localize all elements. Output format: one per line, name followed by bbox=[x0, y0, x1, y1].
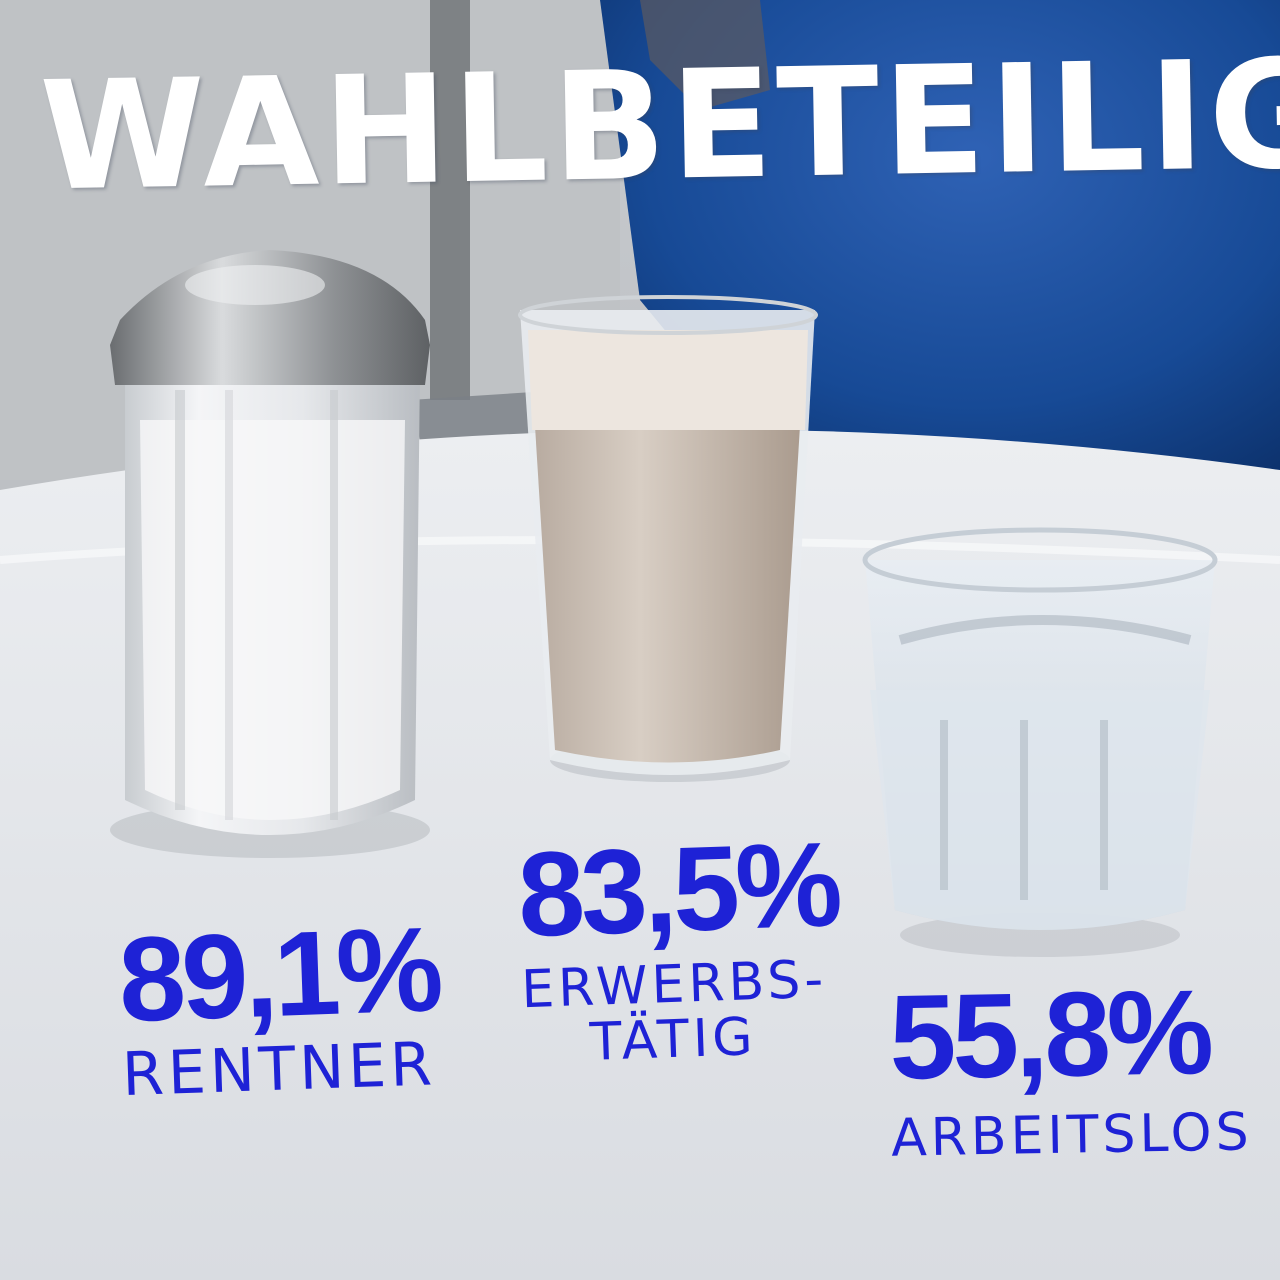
turnout-value: 89,1% bbox=[116, 902, 442, 1048]
water-glass bbox=[862, 527, 1218, 957]
turnout-value: 55,8% bbox=[888, 965, 1211, 1105]
label-rentner: 89,1% RENTNER bbox=[116, 902, 442, 1111]
turnout-value: 83,5% bbox=[515, 817, 841, 963]
label-arbeitslos: 55,8% ARBEITSLOS bbox=[888, 965, 1254, 1169]
label-erwerbstaetig: 83,5% ERWERBS- TÄTIG bbox=[515, 817, 841, 1073]
group-label: ARBEITSLOS bbox=[890, 1102, 1254, 1169]
sugar-dispenser bbox=[110, 250, 430, 858]
group-label: ERWERBS- TÄTIG bbox=[520, 949, 829, 1073]
group-label: RENTNER bbox=[121, 1029, 437, 1111]
headline: WAHLBETEILIGUNG bbox=[38, 21, 1280, 225]
milk-coffee-glass bbox=[518, 295, 818, 782]
